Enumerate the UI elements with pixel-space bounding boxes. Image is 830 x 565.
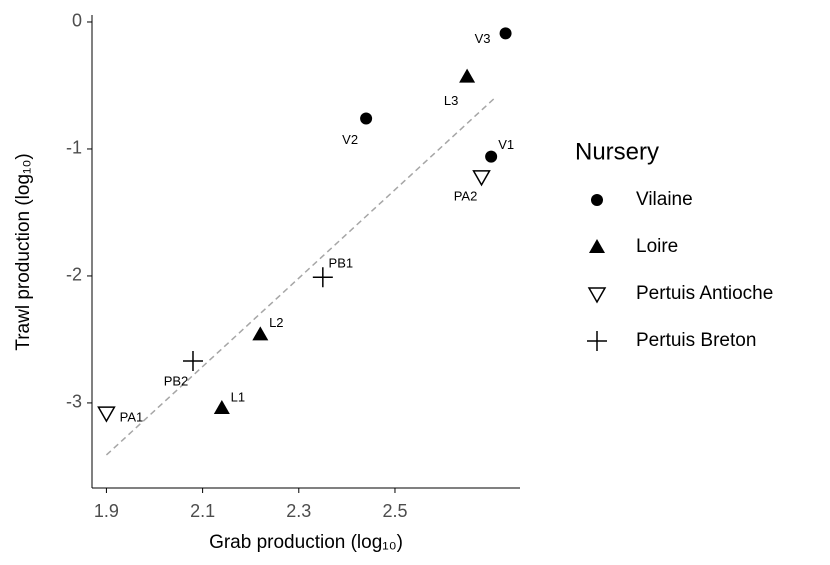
x-tick-label: 2.5 [382,501,407,521]
legend-marker [589,239,605,253]
x-tick-label: 2.3 [286,501,311,521]
legend-label: Pertuis Antioche [636,283,773,304]
point-label: PA2 [454,188,478,203]
y-tick-label: -1 [66,138,82,158]
point [360,112,373,125]
fit-line [105,96,497,456]
x-tick-label: 1.9 [94,501,119,521]
point-label: L2 [269,315,283,330]
point [499,27,512,40]
legend-label: Vilaine [636,189,693,210]
point [182,351,203,372]
legend-marker [587,331,607,351]
legend-marker [587,287,607,304]
legend-label: Loire [636,236,678,257]
y-tick-label: -3 [66,392,82,412]
point [213,400,230,415]
point-label: L3 [444,93,458,108]
legend-title: Nursery [575,138,659,165]
point [472,170,491,187]
point-label: L1 [231,389,245,404]
point [252,326,269,341]
point-label: V2 [342,132,358,147]
point [485,150,498,163]
point-label: PB2 [164,373,189,388]
point-label: V1 [498,137,514,152]
point-label: PA1 [120,410,144,425]
point [459,68,476,83]
y-tick-label: -2 [66,265,82,285]
legend-label: Pertuis Breton [636,330,756,351]
point-label: V3 [475,31,491,46]
x-tick-label: 2.1 [190,501,215,521]
point [97,406,116,423]
point [312,267,333,288]
y-axis-title: Trawl production (log₁₀) [13,153,34,350]
y-tick-label: 0 [72,11,82,31]
x-axis-title: Grab production (log₁₀) [209,532,403,553]
legend-marker [591,194,603,206]
point-label: PB1 [329,256,354,271]
